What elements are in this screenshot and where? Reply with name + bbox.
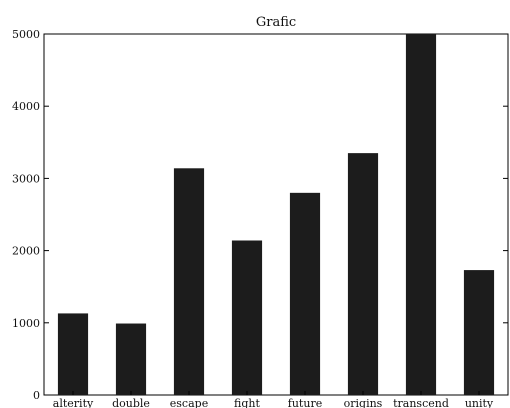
bar-escape bbox=[173, 168, 205, 395]
bars-group bbox=[57, 34, 495, 395]
x-tick-label-fight: fight bbox=[234, 397, 260, 408]
x-tick-label-escape: escape bbox=[170, 397, 208, 408]
y-tick-label: 5000 bbox=[12, 28, 40, 41]
bar-future bbox=[289, 192, 321, 395]
bar-alterity bbox=[57, 313, 89, 395]
chart-title: Grafic bbox=[256, 15, 296, 30]
bar-origins bbox=[347, 153, 379, 395]
y-tick-label: 3000 bbox=[12, 172, 40, 185]
x-tick-label-transcend: transcend bbox=[393, 397, 449, 408]
x-tick-label-alterity: alterity bbox=[53, 397, 94, 408]
y-tick-label: 1000 bbox=[12, 317, 40, 330]
x-tick-label-unity: unity bbox=[465, 397, 494, 408]
x-tick-label-double: double bbox=[112, 397, 150, 408]
plot-area-frame bbox=[43, 33, 509, 396]
x-axis: alterity double escape fight future origins tr… bbox=[53, 391, 494, 408]
y-tick-label: 4000 bbox=[12, 100, 40, 113]
bar-double bbox=[115, 323, 147, 395]
x-tick-label-origins: origins bbox=[344, 397, 383, 408]
bar-transcend bbox=[405, 34, 437, 395]
y-axis: 0 1000 2000 3000 4000 5000 bbox=[12, 28, 508, 402]
y-tick-label: 0 bbox=[33, 389, 40, 402]
x-tick-label-future: future bbox=[288, 397, 322, 408]
bar-unity bbox=[463, 270, 495, 395]
y-tick-label: 2000 bbox=[12, 245, 40, 258]
bar-fight bbox=[231, 240, 263, 395]
